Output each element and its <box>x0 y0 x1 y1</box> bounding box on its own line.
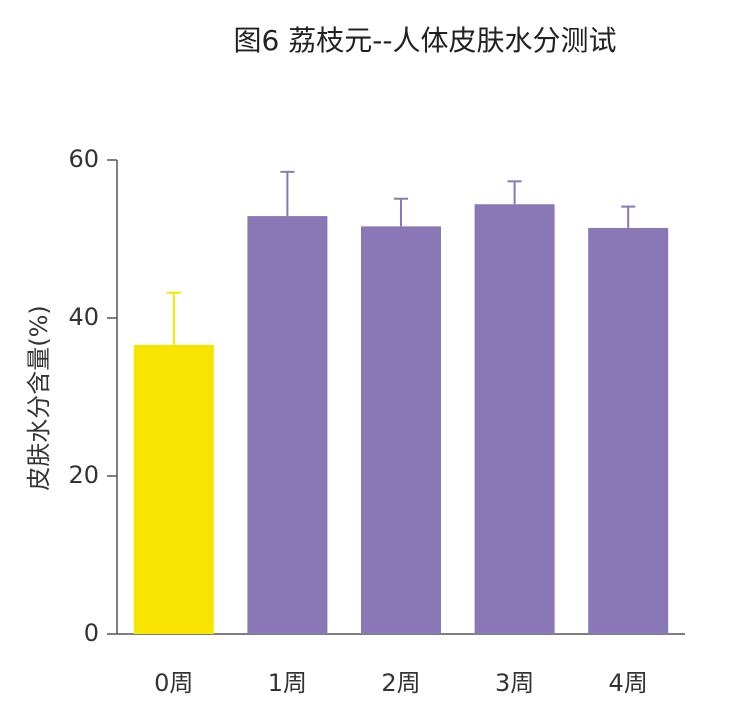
y-tick-label: 40 <box>68 303 99 331</box>
bar <box>474 204 555 635</box>
y-tick-label: 0 <box>84 619 99 647</box>
x-tick-label: 1周 <box>268 669 307 697</box>
bar <box>588 227 669 634</box>
bar <box>133 344 214 634</box>
x-tick-label: 4周 <box>609 669 648 697</box>
bar <box>247 216 328 634</box>
x-tick-label: 3周 <box>495 669 534 697</box>
y-tick-label: 20 <box>68 461 99 489</box>
bar <box>361 226 441 635</box>
y-tick-label: 60 <box>68 145 99 173</box>
chart-title: 图6 荔枝元--人体皮肤水分测试 <box>234 24 617 57</box>
y-axis-label: 皮肤水分含量(%) <box>25 305 53 491</box>
x-tick-label: 0周 <box>154 669 193 697</box>
x-tick-label: 2周 <box>381 669 420 697</box>
